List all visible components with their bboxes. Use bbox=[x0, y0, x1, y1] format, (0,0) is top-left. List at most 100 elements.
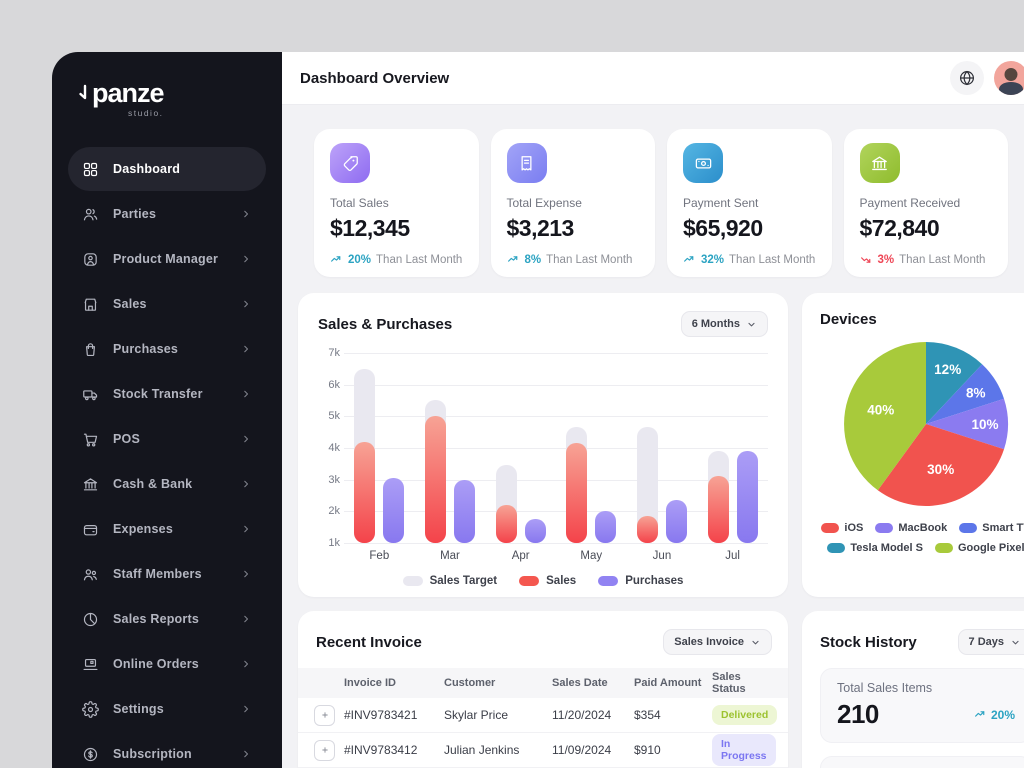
sidebar-item-label: Subscription bbox=[113, 747, 192, 761]
stock-item-value: 210 bbox=[837, 699, 879, 729]
sidebar-item-label: Online Orders bbox=[113, 657, 199, 671]
recent-invoice-card: Recent Invoice Sales Invoice Invoice ID C… bbox=[298, 611, 788, 768]
chevron-right-icon bbox=[244, 255, 248, 263]
sales-icon bbox=[84, 298, 97, 311]
pie-slice-tesla-model-s bbox=[926, 342, 983, 424]
sidebar-item-label: Stock Transfer bbox=[113, 387, 203, 401]
sales-bar bbox=[707, 476, 729, 543]
invoice-filter-select[interactable]: Sales Invoice bbox=[663, 629, 772, 655]
sidebar-item-pos[interactable]: POS bbox=[68, 417, 266, 461]
invoice-column-sales-status: Sales Status bbox=[712, 671, 746, 695]
trend-down-icon bbox=[860, 257, 870, 263]
legend-item-sales-target: Sales Target bbox=[402, 575, 497, 587]
parties-icon bbox=[83, 208, 98, 220]
sales-purchases-title: Sales & Purchases bbox=[318, 315, 453, 333]
sidebar-item-label: Parties bbox=[113, 207, 157, 221]
chevron-right-icon bbox=[244, 480, 248, 488]
brand-subtitle: studio. bbox=[127, 108, 164, 118]
bar-chart-y-axis: 7k 6k 5k 4k 3k 2k 1k bbox=[318, 347, 344, 549]
sidebar-item-purchases[interactable]: Purchases bbox=[68, 327, 266, 371]
bar-chart-x-axis: Feb Mar Apr May Jun Jul bbox=[344, 550, 768, 562]
sidebar-item-sales[interactable]: Sales bbox=[68, 282, 266, 326]
stat-label: Total Expense bbox=[506, 196, 582, 210]
stock-transfer-icon bbox=[83, 389, 98, 400]
stat-trend-text: Than Last Month bbox=[899, 253, 986, 266]
subscription-icon bbox=[83, 747, 98, 761]
devices-pie-chart: 12% 8% 10% 30% 40% bbox=[820, 334, 1024, 514]
sales-bar bbox=[636, 516, 658, 543]
bar-group-jun bbox=[636, 427, 687, 543]
invoice-amount: $354 bbox=[634, 708, 661, 722]
y-tick-label: 5k bbox=[328, 410, 340, 423]
bank-tile bbox=[859, 143, 900, 183]
sidebar-item-dashboard[interactable]: Dashboard bbox=[68, 147, 266, 191]
legend-swatch bbox=[519, 576, 540, 586]
devices-legend: iOS MacBook Smart TV Tesla Model S Google Pi… bbox=[820, 522, 1024, 554]
device-legend-item-macbook: MacBook bbox=[875, 522, 947, 534]
legend-label: Tesla Model S bbox=[850, 542, 923, 554]
invoice-row[interactable]: #INV9783421 Skylar Price 11/20/2024 $354 Del… bbox=[298, 698, 788, 733]
expenses-icon bbox=[83, 524, 98, 535]
sidebar-item-settings[interactable]: Settings bbox=[68, 687, 266, 731]
stat-trend: 3% Than Last Month bbox=[860, 253, 993, 266]
pie-slice-google-pixel bbox=[844, 342, 926, 491]
page-title: Dashboard Overview bbox=[300, 69, 450, 87]
sidebar-item-parties[interactable]: Parties bbox=[68, 192, 266, 236]
gridline bbox=[344, 543, 768, 544]
invoice-table: Invoice ID Customer Sales Date Paid Amount S… bbox=[298, 668, 788, 768]
stock-range-select[interactable]: 7 Days bbox=[957, 629, 1024, 655]
legend-label: Smart TV bbox=[982, 522, 1024, 534]
language-globe-button[interactable] bbox=[950, 61, 984, 95]
legend-label: Sales bbox=[546, 575, 577, 587]
trend-up-icon bbox=[507, 256, 517, 262]
pos-icon bbox=[83, 433, 98, 446]
purchases-bar bbox=[665, 500, 687, 543]
legend-swatch bbox=[959, 523, 978, 533]
device-legend-item-google-pixel: Google Pixel bbox=[934, 542, 1024, 554]
pie-slice-label: 8% bbox=[966, 385, 986, 400]
expand-row-button[interactable] bbox=[314, 739, 335, 761]
bank-icon bbox=[872, 156, 887, 170]
devices-card: Devices 12% 8% 10% 30% 40% iOS MacBook Smart T… bbox=[802, 293, 1024, 597]
sidebar-item-sales-reports[interactable]: Sales Reports bbox=[68, 597, 266, 641]
invoice-amount: $910 bbox=[634, 743, 661, 757]
stat-label: Payment Sent bbox=[683, 196, 759, 210]
sales-chart-range-select[interactable]: 6 Months bbox=[680, 311, 768, 337]
sidebar-item-label: Sales Reports bbox=[113, 612, 199, 626]
invoice-column-customer: Customer bbox=[444, 677, 496, 689]
bar-group-mar bbox=[424, 400, 475, 543]
avatar-figure-body bbox=[999, 82, 1023, 95]
trend-up-icon bbox=[684, 256, 694, 262]
expand-row-button[interactable] bbox=[314, 704, 335, 726]
sidebar-item-stock-transfer[interactable]: Stock Transfer bbox=[68, 372, 266, 416]
stat-card-payment-sent: Payment Sent $65,920 32% Than Last Month bbox=[667, 129, 832, 277]
sidebar-item-expenses[interactable]: Expenses bbox=[68, 507, 266, 551]
sidebar-item-product-manager[interactable]: Product Manager bbox=[68, 237, 266, 281]
sidebar-item-cash-bank[interactable]: Cash & Bank bbox=[68, 462, 266, 506]
chevron-down-icon bbox=[752, 640, 759, 644]
y-tick-label: 6k bbox=[328, 378, 340, 391]
stat-trend-text: Than Last Month bbox=[376, 253, 463, 266]
stat-trend: 32% Than Last Month bbox=[683, 253, 816, 266]
sidebar-item-staff-members[interactable]: Staff Members bbox=[68, 552, 266, 596]
stock-range-label: 7 Days bbox=[968, 636, 1004, 648]
sidebar-item-online-orders[interactable]: Online Orders bbox=[68, 642, 266, 686]
plus-icon bbox=[321, 747, 328, 753]
stock-item-total-sales-items: Total Sales Items 210 20% bbox=[820, 668, 1024, 743]
purchases-bar bbox=[383, 478, 405, 543]
bar-chart-legend: Sales Target Sales Purchases bbox=[318, 575, 768, 587]
pie-svg: 12% 8% 10% 30% 40% bbox=[844, 342, 1009, 506]
sidebar-item-label: Settings bbox=[113, 702, 164, 716]
sidebar-item-subscription[interactable]: Subscription bbox=[68, 732, 266, 768]
stat-label: Total Sales bbox=[330, 196, 389, 210]
invoice-table-header: Invoice ID Customer Sales Date Paid Amount S… bbox=[298, 668, 788, 698]
legend-swatch bbox=[875, 523, 894, 533]
gridline bbox=[344, 448, 768, 449]
user-avatar[interactable] bbox=[994, 61, 1024, 95]
stat-card-total-expense: Total Expense $3,213 8% Than Last Month bbox=[490, 129, 655, 277]
stats-row: Total Sales $12,345 20% Than Last Month Tota… bbox=[314, 129, 1008, 277]
stat-value: $72,840 bbox=[859, 215, 940, 241]
invoice-row[interactable]: #INV9783412 Julian Jenkins 11/09/2024 $910 I… bbox=[298, 733, 788, 768]
stat-trend: 8% Than Last Month bbox=[507, 253, 640, 266]
sales-bar bbox=[424, 416, 446, 543]
